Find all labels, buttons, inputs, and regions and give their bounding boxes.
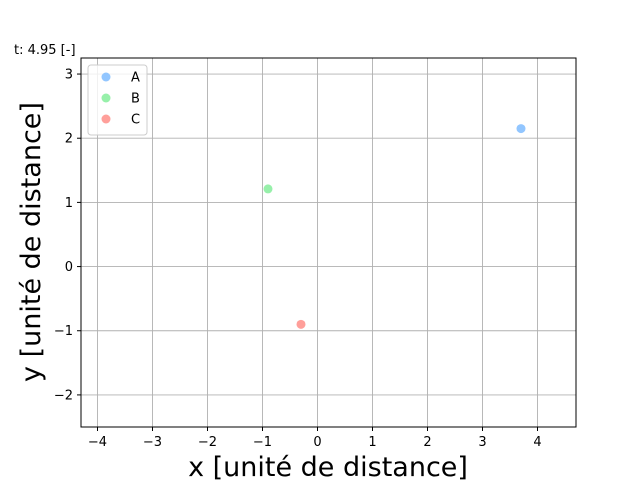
x-tick-label: −3 (143, 435, 162, 450)
data-point-c (296, 319, 306, 329)
legend-marker-b (101, 93, 111, 103)
grid (81, 58, 576, 427)
data-point-a (516, 124, 526, 134)
x-tick-label: 3 (478, 435, 486, 450)
y-tick-label: 3 (65, 68, 73, 83)
data-point-b (263, 184, 273, 194)
legend-label-b: B (131, 92, 140, 107)
plot-area-frame (80, 57, 577, 428)
y-axis-title: y [unité de distance] (16, 102, 47, 382)
y-tick-label: −2 (54, 388, 73, 403)
axis-ticks: −4 −3 −2 −1 0 1 2 3 4 −2 −1 0 1 2 3 (54, 68, 542, 450)
time-label: t: 4.95 [-] (14, 43, 76, 58)
x-tick-label: 0 (313, 435, 321, 450)
legend-marker-c (101, 114, 111, 124)
x-tick-label: 2 (423, 435, 431, 450)
legend-marker-a (101, 72, 111, 82)
legend-label-a: A (131, 71, 140, 86)
x-tick-label: 4 (533, 435, 541, 450)
y-tick-label: 2 (65, 132, 73, 147)
x-tick-label: −1 (253, 435, 272, 450)
data-points (263, 124, 526, 329)
legend: ABC (87, 64, 148, 136)
y-tick-label: −1 (54, 324, 73, 339)
x-tick-label: 1 (368, 435, 376, 450)
x-axis-title: x [unité de distance] (188, 452, 468, 480)
y-tick-label: 1 (65, 196, 73, 211)
y-tick-label: 0 (65, 260, 73, 275)
legend-label-c: C (131, 113, 140, 128)
x-tick-label: −4 (88, 435, 107, 450)
x-tick-label: −2 (198, 435, 217, 450)
